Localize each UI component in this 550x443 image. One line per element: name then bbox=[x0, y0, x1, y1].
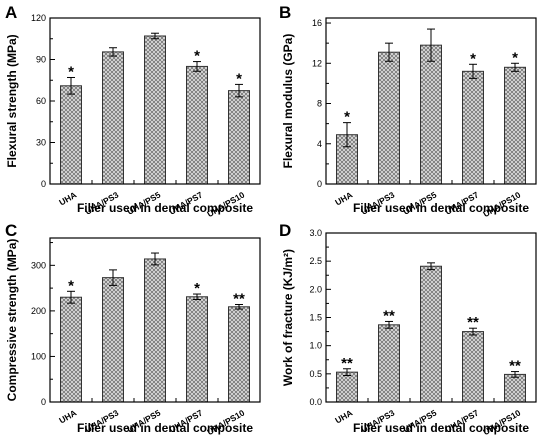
y-tick-label: 2.5 bbox=[309, 256, 322, 266]
y-tick-label: 0 bbox=[317, 179, 322, 189]
y-tick-label: 8 bbox=[317, 99, 322, 109]
y-tick-label: 0 bbox=[41, 397, 46, 407]
bar-uha-ps7 bbox=[186, 65, 208, 185]
x-axis-title: Filler used in dental composite bbox=[353, 201, 529, 215]
chart-panel-d: D**UHA**UHA/PS3 UHA/PS5**UHA/PS7**UHA/PS1… bbox=[279, 221, 537, 437]
significance-marker: ** bbox=[233, 291, 245, 308]
y-tick-label: 200 bbox=[31, 306, 46, 316]
panel-letter: B bbox=[279, 3, 291, 22]
y-tick-label: 0.5 bbox=[309, 369, 322, 379]
y-axis-title: Flexural strength (MPa) bbox=[5, 34, 19, 167]
significance-marker: * bbox=[344, 109, 350, 126]
y-tick-label: 0 bbox=[41, 179, 46, 189]
significance-marker: ** bbox=[383, 307, 395, 324]
y-tick-label: 2.0 bbox=[309, 284, 322, 294]
error-bar bbox=[67, 76, 75, 95]
chart-panel-c: C*UHA UHA/PS3 UHA/PS5*UHA/PS7**UHA/PS10010… bbox=[5, 221, 261, 437]
significance-marker: ** bbox=[467, 314, 479, 331]
bar-uha bbox=[60, 85, 82, 185]
error-bar bbox=[109, 47, 117, 57]
bar-uha-ps5 bbox=[144, 258, 166, 403]
error-bar bbox=[469, 327, 477, 336]
x-axis-title: Filler used in dental composite bbox=[77, 421, 253, 435]
error-bar bbox=[343, 122, 351, 148]
error-bar bbox=[385, 320, 393, 329]
bar-uha-ps7 bbox=[186, 296, 208, 403]
bar-uha-ps7 bbox=[462, 70, 484, 185]
category-label: UHA bbox=[333, 190, 354, 208]
error-bar bbox=[511, 371, 519, 378]
category-label: UHA bbox=[333, 408, 354, 426]
significance-marker: ** bbox=[509, 358, 521, 375]
error-bar bbox=[109, 269, 117, 286]
x-axis-title: Filler used in dental composite bbox=[77, 201, 253, 215]
bar-uha bbox=[336, 371, 358, 403]
x-axis-title: Filler used in dental composite bbox=[353, 421, 529, 435]
significance-marker: * bbox=[68, 63, 74, 80]
bar-uha-ps10 bbox=[504, 373, 526, 403]
plot-frame bbox=[49, 237, 261, 403]
y-tick-label: 0.0 bbox=[309, 397, 322, 407]
bar-uha-ps10 bbox=[228, 306, 250, 403]
error-bar bbox=[151, 252, 159, 266]
y-tick-label: 4 bbox=[317, 139, 322, 149]
error-bar bbox=[469, 63, 477, 79]
y-axis-title: Work of fracture (KJ/m²) bbox=[281, 249, 295, 386]
bar-uha-ps3 bbox=[378, 51, 400, 185]
significance-marker: * bbox=[236, 70, 242, 87]
y-tick-label: 1.0 bbox=[309, 341, 322, 351]
error-bar bbox=[151, 32, 159, 40]
panel-letter: D bbox=[279, 221, 291, 240]
y-tick-label: 60 bbox=[36, 96, 46, 106]
significance-marker: ** bbox=[341, 355, 353, 372]
error-bar bbox=[235, 83, 243, 98]
panel-letter: C bbox=[5, 221, 17, 240]
y-tick-label: 1.5 bbox=[309, 313, 322, 323]
y-tick-label: 12 bbox=[312, 58, 322, 68]
error-bar bbox=[67, 290, 75, 304]
bar-uha-ps3 bbox=[378, 324, 400, 403]
chart-panel-a: A*UHA UHA/PS3 UHA/PS5*UHA/PS7*UHA/PS100306… bbox=[5, 3, 261, 219]
error-bar bbox=[427, 262, 435, 271]
significance-marker: * bbox=[194, 280, 200, 297]
bar-uha-ps5 bbox=[420, 44, 442, 185]
bar-uha bbox=[60, 296, 82, 403]
category-label: UHA bbox=[57, 408, 78, 426]
error-bar bbox=[511, 62, 519, 72]
y-tick-label: 90 bbox=[36, 55, 46, 65]
error-bar bbox=[193, 61, 201, 72]
chart-panel-b: B*UHA UHA/PS3 UHA/PS5*UHA/PS7*UHA/PS100481… bbox=[279, 3, 537, 219]
error-bar bbox=[235, 304, 243, 310]
bar-uha-ps7 bbox=[462, 331, 484, 403]
y-tick-label: 120 bbox=[31, 13, 46, 23]
y-tick-label: 300 bbox=[31, 260, 46, 270]
bar-uha-ps10 bbox=[228, 90, 250, 185]
error-bar bbox=[385, 42, 393, 62]
bar-uha-ps3 bbox=[102, 51, 124, 185]
y-tick-label: 30 bbox=[36, 138, 46, 148]
significance-marker: * bbox=[68, 277, 74, 294]
category-label: UHA bbox=[57, 190, 78, 208]
plot-frame bbox=[325, 17, 537, 185]
significance-marker: * bbox=[512, 49, 518, 66]
bar-uha-ps5 bbox=[144, 35, 166, 185]
bar-uha-ps3 bbox=[102, 277, 124, 403]
error-bar bbox=[193, 293, 201, 300]
error-bar bbox=[427, 28, 435, 62]
y-axis-title: Flexural modulus (GPa) bbox=[281, 34, 295, 169]
error-bar bbox=[343, 368, 351, 377]
bar-uha-ps10 bbox=[504, 66, 526, 185]
y-axis-title: Compressive strength (MPa) bbox=[5, 239, 19, 402]
y-tick-label: 3.0 bbox=[309, 228, 322, 238]
y-tick-label: 16 bbox=[312, 18, 322, 28]
panel-letter: A bbox=[5, 3, 17, 22]
y-tick-label: 100 bbox=[31, 351, 46, 361]
significance-marker: * bbox=[194, 48, 200, 65]
bar-uha-ps5 bbox=[420, 265, 442, 403]
significance-marker: * bbox=[470, 50, 476, 67]
